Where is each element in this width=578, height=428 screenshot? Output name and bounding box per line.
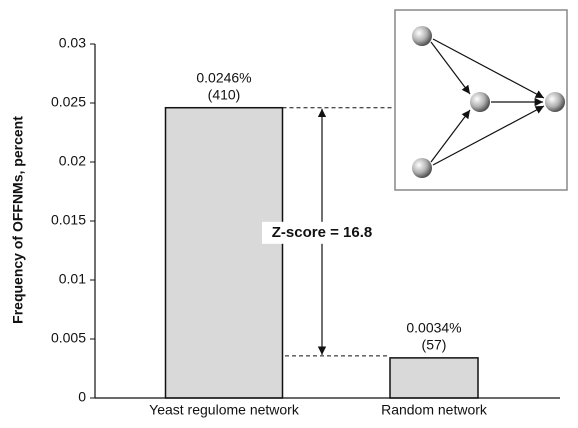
y-tick-label: 0.03 <box>59 35 86 51</box>
bar <box>166 108 283 398</box>
motif-inset <box>395 10 567 190</box>
y-axis-label: Frequency of OFFNMs, percent <box>10 116 26 324</box>
bar <box>390 358 478 398</box>
annotation: Z-score = 16.8 <box>272 224 372 241</box>
x-tick-label: Yeast regulome network <box>149 402 300 418</box>
count-label: (410) <box>208 86 241 102</box>
chart: Frequency of OFFNMs, percent 0 0.005 0.01 0… <box>0 0 578 423</box>
y-tick-label: 0.015 <box>51 212 86 228</box>
y-tick-label: 0 <box>78 389 86 405</box>
value-label: 0.0246% <box>196 69 251 85</box>
y-tick-label: 0.02 <box>59 153 86 169</box>
value-label: 0.0034% <box>406 320 461 336</box>
y-tick-label: 0.01 <box>59 271 86 287</box>
x-tick-label: Random network <box>381 402 488 418</box>
y-tick-label: 0.005 <box>51 330 86 346</box>
y-tick-label: 0.025 <box>51 94 86 110</box>
count-label: (57) <box>422 337 447 353</box>
